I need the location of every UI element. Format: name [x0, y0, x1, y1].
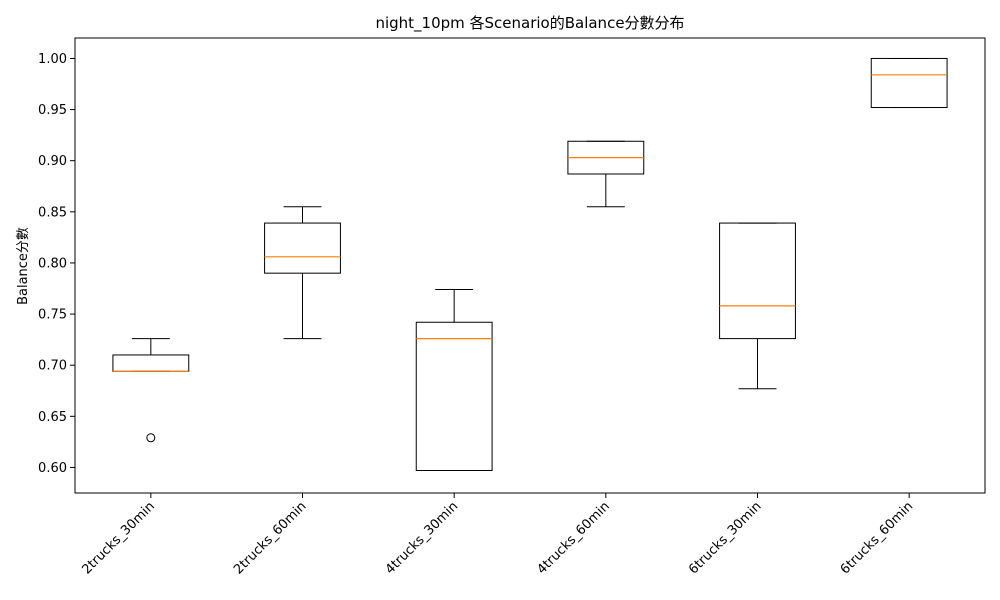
box-iqr: [870, 57, 948, 109]
y-tick-label: 0.80: [38, 256, 67, 271]
box-iqr: [719, 222, 796, 340]
plot-frame: [74, 37, 986, 494]
x-tick-label: 4trucks_30min: [383, 499, 461, 577]
box-iqr: [415, 321, 493, 472]
y-tick-label: 0.70: [38, 359, 67, 374]
y-tick-label: 0.65: [38, 410, 67, 425]
chart-title: night_10pm 各Scenario的Balance分數分布: [375, 14, 684, 33]
plot-area: 0.60 0.65 0.70 0.75 0.80 0.85 0.90 0.95 1.00 2tru…: [38, 37, 986, 577]
y-tick-label: 1.00: [38, 52, 67, 67]
y-axis-label: Balance分數: [16, 227, 31, 305]
box-iqr: [112, 354, 190, 372]
x-tick-label: 2trucks_30min: [79, 499, 157, 577]
y-tick-label: 0.75: [38, 308, 67, 323]
y-tick-label: 0.85: [38, 205, 67, 220]
x-tick-label: 6trucks_30min: [686, 499, 764, 577]
y-tick-label: 0.60: [38, 461, 67, 476]
box-iqr: [264, 222, 341, 274]
outlier-point: [146, 433, 156, 443]
x-tick-label: 2trucks_60min: [231, 499, 309, 577]
y-tick-label: 0.95: [38, 103, 67, 118]
x-tick-label: 4trucks_60min: [534, 499, 612, 577]
x-tick-label: 6trucks_60min: [838, 499, 916, 577]
y-tick-label: 0.90: [38, 154, 67, 169]
